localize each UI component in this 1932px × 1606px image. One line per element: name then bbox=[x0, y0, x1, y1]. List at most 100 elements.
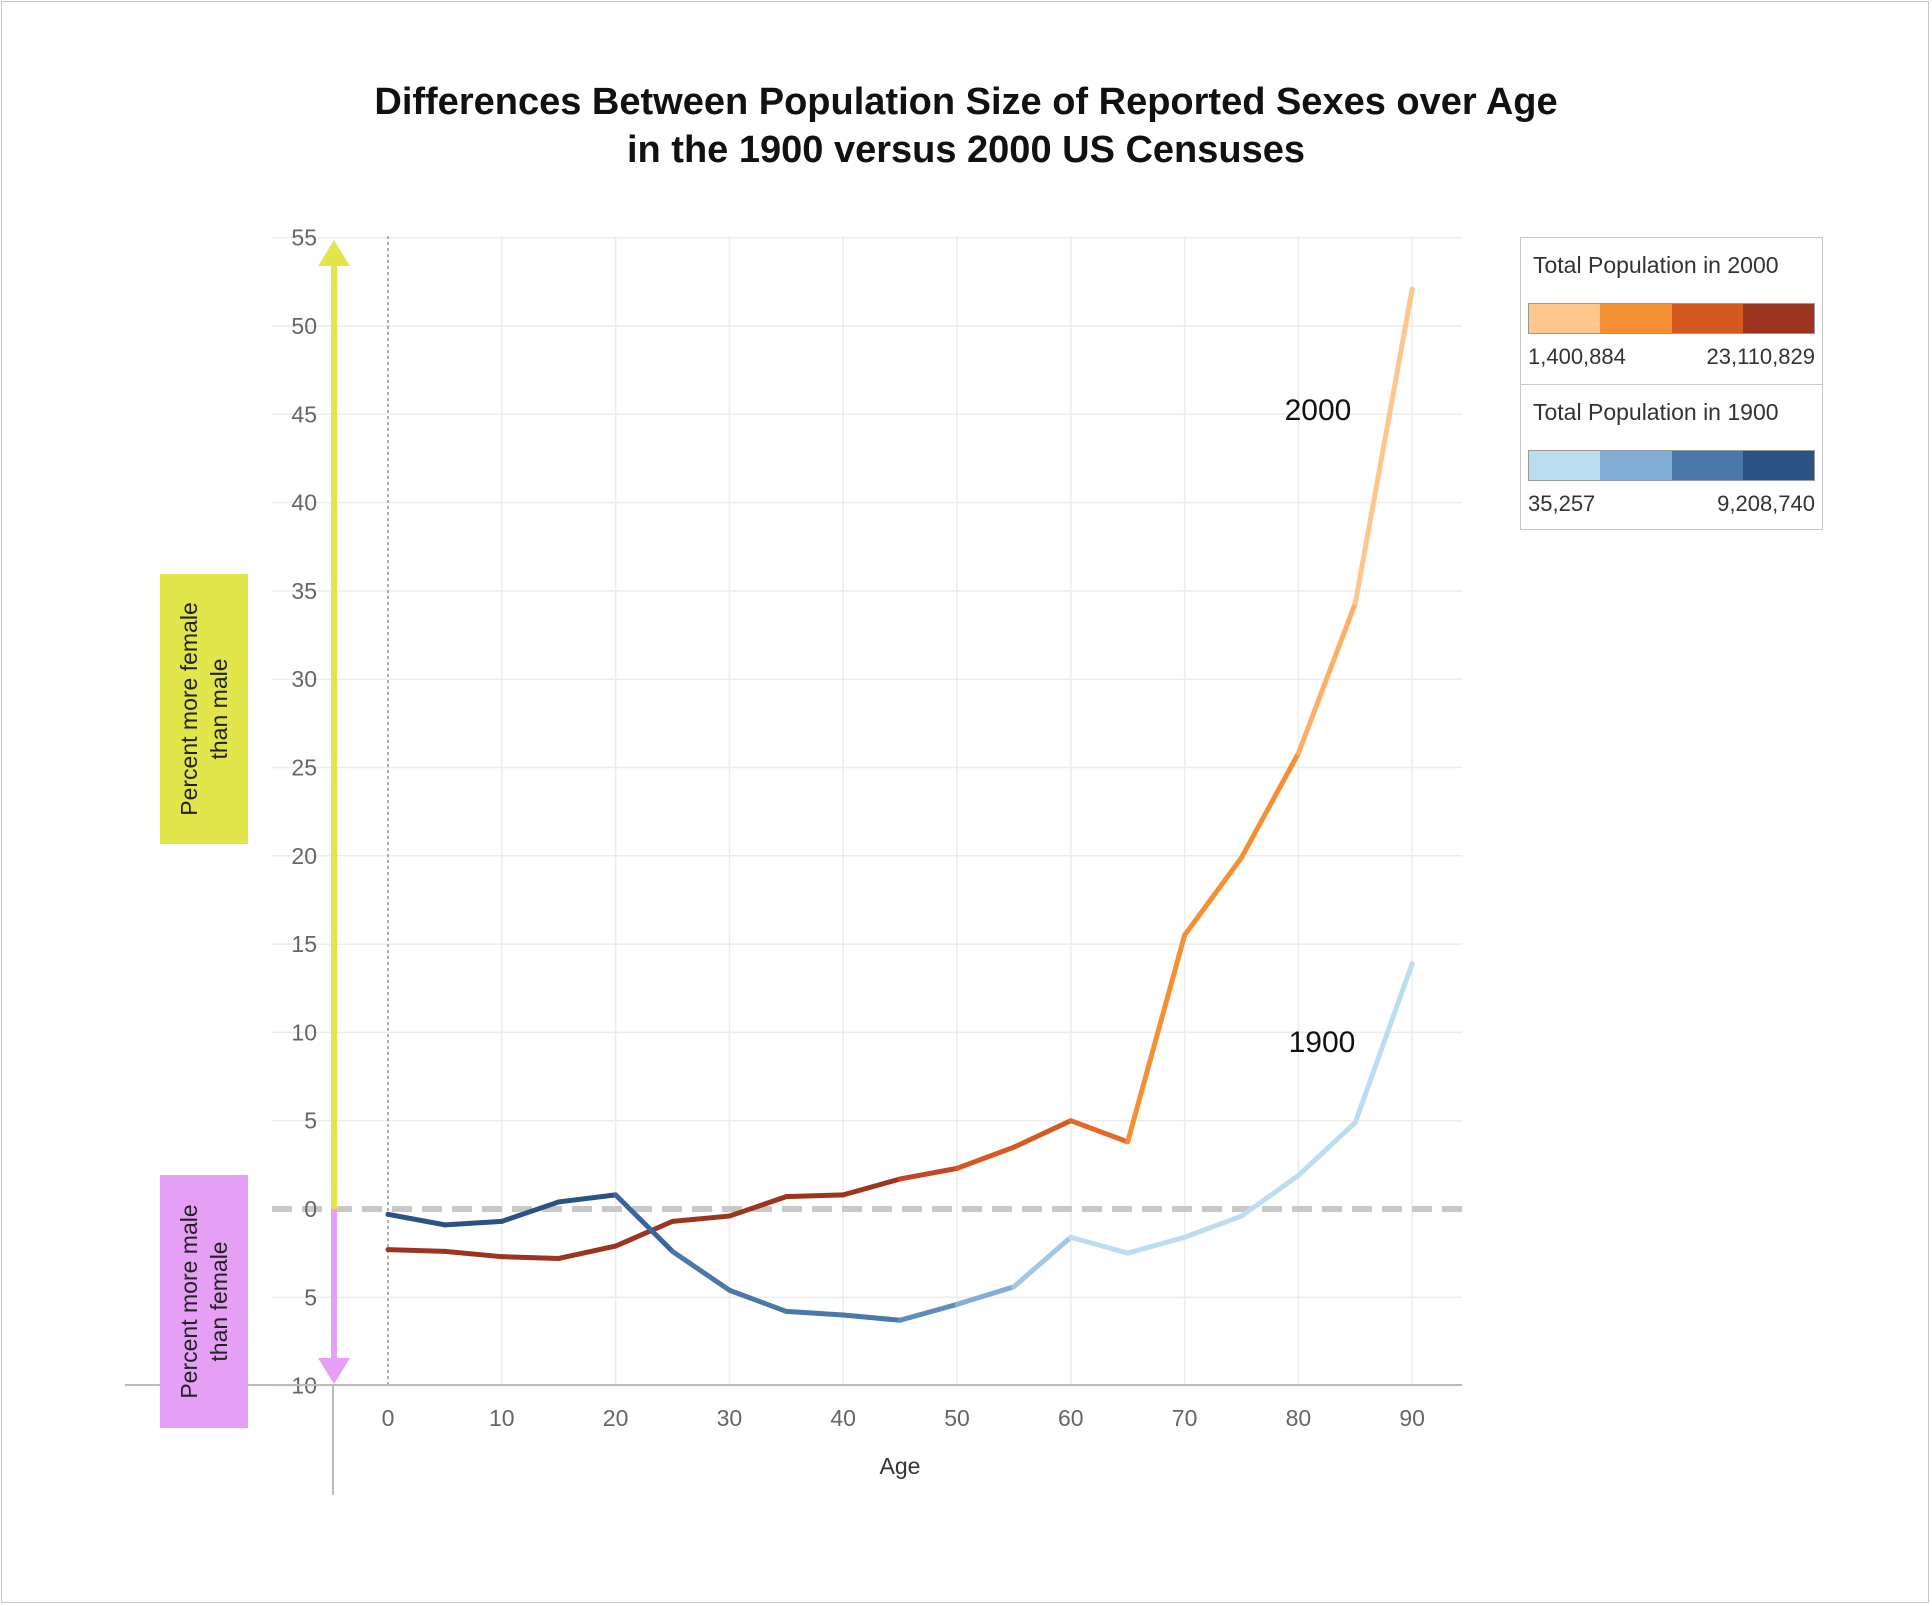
female-direction-label-line: than male bbox=[206, 658, 232, 759]
male-direction-label-line: than female bbox=[206, 1241, 232, 1361]
y-tick-label: 20 bbox=[291, 843, 317, 869]
series-2000-segment bbox=[499, 1254, 562, 1261]
legend-2000-max: 23,110,829 bbox=[1706, 344, 1815, 369]
y-tick-label: 50 bbox=[291, 313, 317, 339]
female-direction-label-box bbox=[160, 574, 248, 844]
legend-1900-min: 35,257 bbox=[1528, 491, 1596, 516]
male-direction-label-line: Percent more male bbox=[176, 1204, 202, 1398]
series-labels: 2000 1900 bbox=[1285, 394, 1356, 1059]
series-1900-segment bbox=[1352, 961, 1415, 1125]
series-1900-segment bbox=[670, 1248, 732, 1293]
chart-title-line-2: in the 1900 versus 2000 US Censuses bbox=[626, 129, 1306, 171]
legend-2000-swatch bbox=[1600, 304, 1672, 333]
x-tick-label: 20 bbox=[603, 1405, 629, 1431]
series-2000-segment bbox=[1011, 1118, 1074, 1150]
y-tick-label: 10 bbox=[291, 1019, 317, 1045]
x-tick-label: 30 bbox=[717, 1405, 743, 1431]
series-2000-segment bbox=[783, 1192, 846, 1200]
series-lines bbox=[385, 286, 1415, 1323]
series-1900-segment bbox=[385, 1211, 448, 1228]
series-2000-segment bbox=[556, 1243, 619, 1261]
legend-1900-title: Total Population in 1900 bbox=[1533, 399, 1779, 425]
series-2000-segment bbox=[1125, 932, 1188, 1145]
up-arrow-head bbox=[318, 240, 350, 266]
y-tick-label: 25 bbox=[291, 755, 317, 781]
series-1900-segment bbox=[840, 1312, 903, 1323]
legend-2000-swatch bbox=[1671, 304, 1743, 333]
series-2000-segment bbox=[385, 1247, 448, 1254]
y-tick-label: 30 bbox=[291, 666, 317, 692]
series-2000-segment bbox=[1068, 1118, 1131, 1145]
legend-2000-swatch bbox=[1529, 304, 1601, 333]
series-1900-segment bbox=[1295, 1119, 1358, 1178]
series-1900-segment bbox=[726, 1287, 789, 1314]
y-tick-label: 5 bbox=[304, 1108, 317, 1134]
y-tick-label: 40 bbox=[291, 490, 317, 516]
x-tick-label: 40 bbox=[830, 1405, 856, 1431]
down-arrow-head bbox=[318, 1358, 350, 1384]
color-legend: Total Population in 2000 1,400,884 23,11… bbox=[1520, 237, 1823, 530]
series-label-2000: 2000 bbox=[1285, 394, 1352, 427]
series-1900-segment bbox=[1011, 1234, 1074, 1290]
series-1900-segment bbox=[954, 1284, 1017, 1307]
series-2000-segment bbox=[1182, 855, 1244, 938]
legend-2000: Total Population in 2000 1,400,884 23,11… bbox=[1521, 238, 1822, 384]
series-1900-segment bbox=[556, 1192, 619, 1205]
series-1900-segment bbox=[442, 1218, 505, 1228]
series-2000-segment bbox=[1352, 286, 1415, 606]
y-tick-label: 35 bbox=[291, 578, 317, 604]
legend-1900-swatch bbox=[1742, 451, 1814, 480]
x-tick-label: 60 bbox=[1058, 1405, 1084, 1431]
legend-2000-min: 1,400,884 bbox=[1528, 344, 1626, 369]
series-2000-segment bbox=[670, 1213, 732, 1224]
x-tick-label: 50 bbox=[944, 1405, 970, 1431]
series-1900 bbox=[385, 961, 1415, 1323]
legend-1900-swatch bbox=[1600, 451, 1672, 480]
x-tick-label: 0 bbox=[382, 1405, 395, 1431]
series-1900-segment bbox=[897, 1301, 960, 1323]
series-1900-segment bbox=[613, 1192, 675, 1254]
series-2000-segment bbox=[1239, 750, 1301, 861]
legend-2000-ramp bbox=[1528, 303, 1815, 334]
series-2000 bbox=[385, 286, 1415, 1261]
male-direction-label-text: Percent more male than female bbox=[176, 1204, 232, 1398]
series-1900-segment bbox=[783, 1308, 846, 1318]
series-2000-segment bbox=[897, 1165, 960, 1182]
legend-1900-swatch bbox=[1529, 451, 1601, 480]
female-direction-label-text: Percent more female than male bbox=[176, 602, 232, 815]
series-2000-segment bbox=[726, 1194, 789, 1219]
series-2000-segment bbox=[613, 1218, 675, 1249]
series-2000-segment bbox=[1295, 600, 1358, 756]
y-tick-label: 0 bbox=[304, 1196, 317, 1222]
legend-1900-swatch bbox=[1671, 451, 1743, 480]
series-1900-segment bbox=[1125, 1234, 1188, 1256]
x-tick-label: 10 bbox=[489, 1405, 515, 1431]
series-1900-segment bbox=[1068, 1234, 1131, 1256]
male-direction-label-box bbox=[160, 1175, 248, 1428]
y-tick-label: 55 bbox=[291, 225, 317, 251]
series-1900-segment bbox=[499, 1199, 562, 1224]
x-tick-label: 70 bbox=[1172, 1405, 1198, 1431]
series-2000-segment bbox=[840, 1176, 903, 1198]
y-tick-label: 15 bbox=[291, 931, 317, 957]
legend-2000-swatch bbox=[1742, 304, 1814, 333]
series-2000-segment bbox=[442, 1248, 505, 1260]
x-axis-title: Age bbox=[880, 1453, 921, 1479]
series-1900-segment bbox=[1239, 1172, 1301, 1219]
series-2000-segment bbox=[954, 1144, 1017, 1171]
y-tick-label: 45 bbox=[291, 401, 317, 427]
legend-2000-title: Total Population in 2000 bbox=[1533, 252, 1779, 278]
series-1900-segment bbox=[1182, 1213, 1244, 1240]
x-tick-label: 80 bbox=[1286, 1405, 1312, 1431]
grid bbox=[272, 236, 1462, 1387]
legend-1900-ramp bbox=[1528, 450, 1815, 481]
female-direction-label-line: Percent more female bbox=[176, 602, 202, 815]
y-tick-label: 5 bbox=[304, 1284, 317, 1310]
series-label-1900: 1900 bbox=[1289, 1026, 1356, 1059]
x-tick-label: 90 bbox=[1399, 1405, 1425, 1431]
legend-1900-max: 9,208,740 bbox=[1717, 491, 1815, 516]
